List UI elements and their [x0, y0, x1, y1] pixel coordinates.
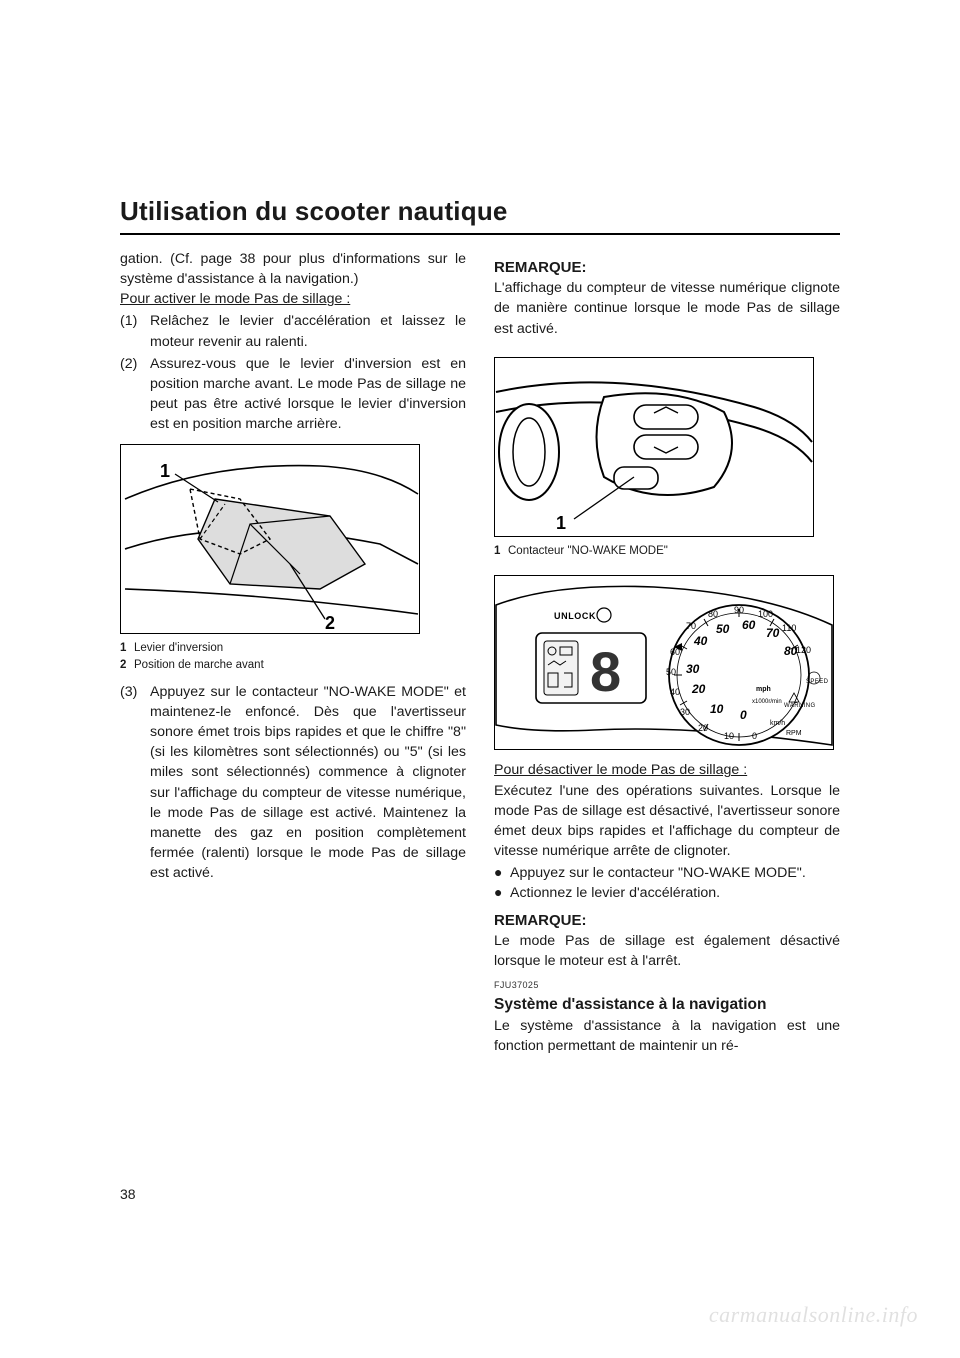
gauge-digit: 8 — [590, 640, 621, 703]
shift-lever-svg: 1 2 — [120, 444, 420, 634]
gauge-unlock: UNLOCK — [554, 611, 596, 621]
svg-text:RPM: RPM — [786, 730, 802, 737]
svg-text:30: 30 — [686, 662, 700, 676]
svg-text:km/h: km/h — [770, 720, 785, 727]
svg-text:20: 20 — [691, 682, 706, 696]
right-column: REMARQUE: L'affichage du compteur de vit… — [494, 249, 840, 1056]
figure-shift-lever: 1 2 — [120, 444, 466, 634]
figure-2-caption: 1Contacteur "NO-WAKE MODE" — [494, 543, 840, 560]
cap2-v1: Contacteur "NO-WAKE MODE" — [508, 543, 840, 560]
step-3: (3) Appuyez sur le contacteur "NO-WAKE M… — [120, 682, 466, 884]
figure-gauge: UNLOCK 8 — [494, 575, 840, 750]
figure-switch: 1 — [494, 357, 840, 537]
deactivate-body: Exécutez l'une des opérations suivantes.… — [494, 781, 840, 862]
cap1-k2: 2 — [120, 657, 134, 674]
activate-label: Pour activer le mode Pas de sillage : — [120, 291, 350, 307]
bullet-1: Appuyez sur le contacteur "NO-WAKE MODE"… — [510, 863, 840, 883]
svg-text:70: 70 — [686, 621, 696, 631]
svg-text:110: 110 — [782, 623, 796, 633]
step-1-num: (1) — [120, 311, 150, 351]
remark-1-body: L'affichage du compteur de vitesse numér… — [494, 278, 840, 338]
left-column: gation. (Cf. page 38 pour plus d'informa… — [120, 249, 466, 1056]
cap2-k1: 1 — [494, 543, 508, 560]
bullet-list: ●Appuyez sur le contacteur "NO-WAKE MODE… — [494, 863, 840, 903]
fig1-callout-2: 2 — [325, 613, 335, 633]
gauge-svg: UNLOCK 8 — [494, 575, 834, 750]
svg-text:60: 60 — [742, 618, 756, 632]
page-title: Utilisation du scooter nautique — [120, 196, 840, 227]
title-rule — [120, 233, 840, 235]
svg-text:120: 120 — [796, 645, 811, 655]
fig2-callout-1: 1 — [556, 513, 566, 533]
bullet-dot: ● — [494, 883, 510, 903]
svg-text:80: 80 — [708, 609, 718, 619]
svg-text:40: 40 — [693, 634, 708, 648]
section-title: Système d'assistance à la navigation — [494, 994, 840, 1016]
deactivate-label: Pour désactiver le mode Pas de sillage : — [494, 762, 747, 778]
ref-code: FJU37025 — [494, 979, 840, 992]
step-2-num: (2) — [120, 354, 150, 435]
switch-svg: 1 — [494, 357, 814, 537]
svg-text:50: 50 — [716, 622, 730, 636]
svg-text:x1000r/min: x1000r/min — [752, 699, 782, 705]
intro-para: gation. (Cf. page 38 pour plus d'informa… — [120, 249, 466, 289]
cap1-v2: Position de marche avant — [134, 657, 466, 674]
svg-text:40: 40 — [670, 687, 680, 697]
columns: gation. (Cf. page 38 pour plus d'informa… — [120, 249, 840, 1056]
step-1-text: Relâchez le levier d'accélération et lai… — [150, 311, 466, 351]
page-number: 38 — [120, 1186, 136, 1202]
step-1: (1) Relâchez le levier d'accélération et… — [120, 311, 466, 351]
svg-text:20: 20 — [698, 723, 708, 733]
step-3-num: (3) — [120, 682, 150, 884]
svg-text:mph: mph — [756, 686, 771, 693]
bullet-2: Actionnez le levier d'accélération. — [510, 883, 840, 903]
figure-1-caption: 1Levier d'inversion 2Position de marche … — [120, 640, 466, 673]
step-2-text: Assurez-vous que le levier d'inversion e… — [150, 354, 466, 435]
svg-text:0: 0 — [740, 708, 747, 722]
remark-2-head: REMARQUE: — [494, 910, 840, 931]
remark-1-head: REMARQUE: — [494, 257, 840, 278]
remark-2-body: Le mode Pas de sillage est également dés… — [494, 931, 840, 971]
svg-text:100: 100 — [758, 609, 773, 619]
watermark: carmanualsonline.info — [709, 1302, 918, 1328]
svg-text:60: 60 — [670, 647, 680, 657]
step-2: (2) Assurez-vous que le levier d'inversi… — [120, 354, 466, 435]
svg-text:10: 10 — [724, 731, 734, 741]
fig1-callout-1: 1 — [160, 461, 170, 481]
svg-text:10: 10 — [710, 702, 724, 716]
svg-text:WARNING: WARNING — [784, 703, 816, 709]
svg-text:30: 30 — [680, 707, 690, 717]
step-3-text: Appuyez sur le contacteur "NO-WAKE MODE"… — [150, 682, 466, 884]
svg-text:0: 0 — [752, 731, 757, 741]
cap1-v1: Levier d'inversion — [134, 640, 466, 657]
cap1-k1: 1 — [120, 640, 134, 657]
svg-text:70: 70 — [766, 626, 780, 640]
section-body: Le système d'assistance à la navigation … — [494, 1016, 840, 1056]
bullet-dot: ● — [494, 863, 510, 883]
